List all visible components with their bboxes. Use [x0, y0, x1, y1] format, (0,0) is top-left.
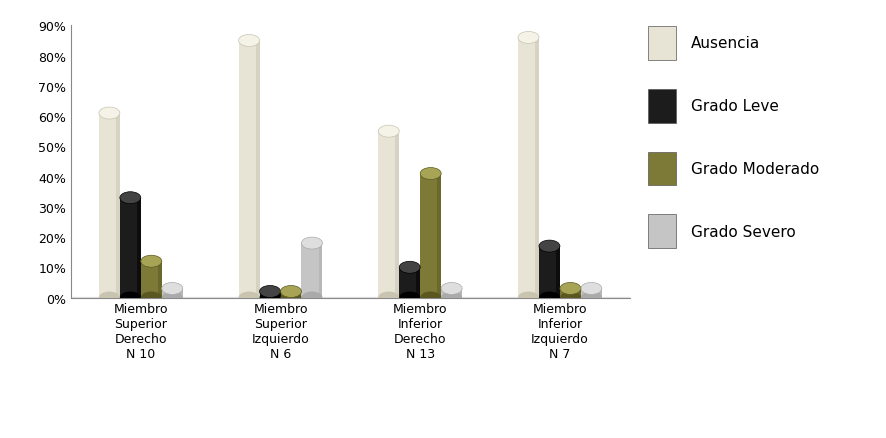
Bar — [301, 244, 323, 298]
Bar — [517, 39, 539, 298]
Ellipse shape — [238, 292, 260, 304]
Ellipse shape — [580, 292, 601, 304]
Ellipse shape — [161, 283, 183, 295]
Bar — [458, 289, 462, 298]
Bar — [276, 292, 280, 298]
Ellipse shape — [440, 292, 462, 304]
Bar — [539, 247, 559, 298]
Text: Grado Leve: Grado Leve — [690, 99, 778, 114]
Bar — [577, 289, 580, 298]
Text: Grado Moderado: Grado Moderado — [690, 162, 818, 177]
Bar — [420, 174, 440, 298]
Bar — [437, 174, 440, 298]
Bar — [597, 289, 601, 298]
Bar — [559, 289, 580, 298]
Ellipse shape — [141, 256, 161, 268]
Ellipse shape — [301, 292, 323, 304]
Ellipse shape — [141, 292, 161, 304]
Bar — [280, 292, 301, 298]
Ellipse shape — [580, 283, 601, 295]
Bar — [377, 132, 399, 298]
Ellipse shape — [539, 240, 559, 253]
Bar — [120, 198, 141, 298]
Bar — [580, 289, 601, 298]
Bar — [647, 27, 675, 60]
Bar — [534, 39, 539, 298]
Ellipse shape — [377, 126, 399, 138]
Bar — [238, 41, 260, 298]
Ellipse shape — [420, 168, 440, 180]
Ellipse shape — [399, 261, 420, 274]
Bar — [318, 244, 322, 298]
Ellipse shape — [539, 292, 559, 304]
Ellipse shape — [301, 237, 323, 250]
Bar — [158, 261, 161, 298]
Bar — [647, 215, 675, 249]
Ellipse shape — [420, 292, 440, 304]
Text: Grado Severo: Grado Severo — [690, 224, 795, 239]
Ellipse shape — [517, 292, 539, 304]
Ellipse shape — [377, 292, 399, 304]
Ellipse shape — [260, 292, 280, 304]
Ellipse shape — [120, 192, 141, 204]
Bar — [416, 268, 420, 298]
Ellipse shape — [161, 292, 183, 304]
Bar — [116, 114, 120, 298]
Bar — [556, 247, 559, 298]
Ellipse shape — [517, 32, 539, 44]
Ellipse shape — [559, 283, 580, 295]
Bar — [399, 268, 420, 298]
Bar — [136, 198, 141, 298]
Ellipse shape — [399, 292, 420, 304]
Bar — [298, 292, 301, 298]
Bar — [440, 289, 462, 298]
Bar — [395, 132, 399, 298]
Bar — [260, 292, 280, 298]
Bar — [179, 289, 183, 298]
Ellipse shape — [559, 292, 580, 304]
Ellipse shape — [260, 286, 280, 298]
Bar — [161, 289, 183, 298]
Ellipse shape — [98, 108, 120, 120]
Bar — [141, 261, 161, 298]
Bar — [647, 90, 675, 124]
Bar — [99, 114, 120, 298]
Ellipse shape — [238, 35, 260, 47]
Ellipse shape — [98, 292, 120, 304]
Text: Ausencia: Ausencia — [690, 36, 759, 51]
Bar — [647, 152, 675, 186]
Polygon shape — [71, 298, 646, 302]
Bar — [255, 41, 260, 298]
Ellipse shape — [120, 292, 141, 304]
Ellipse shape — [280, 286, 301, 298]
Ellipse shape — [280, 292, 301, 304]
Ellipse shape — [440, 283, 462, 295]
